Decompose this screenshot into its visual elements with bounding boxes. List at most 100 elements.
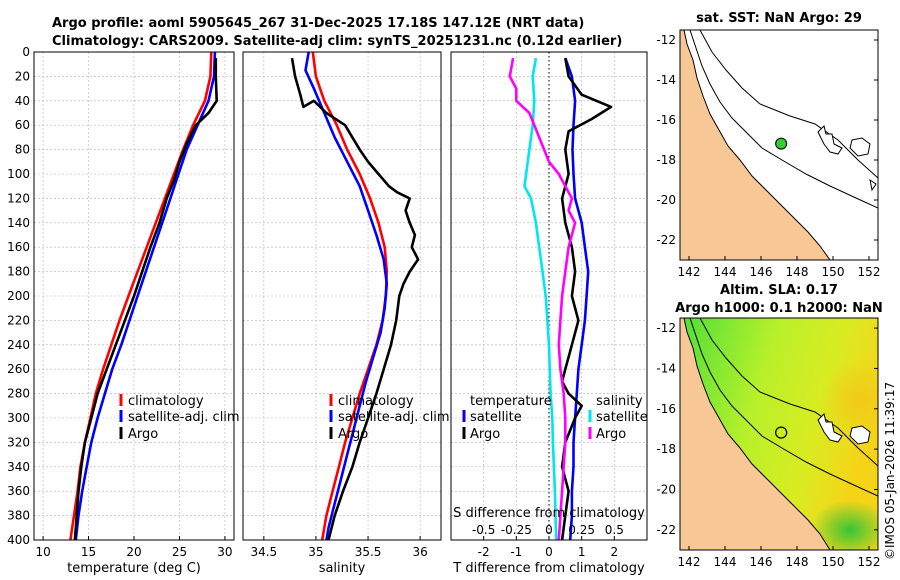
- depth-tick-label: 60: [15, 118, 30, 132]
- depth-tick-label: 360: [7, 484, 30, 498]
- s-difference-ticks: -0.5 -0.25 0 0.25 0.5: [472, 523, 624, 537]
- x-tick-label: 20: [126, 545, 141, 559]
- sst-map-contour-1: [689, 30, 878, 209]
- temperature-legend: climatology satellite-adj. clim Argo: [119, 394, 240, 442]
- map-x-tick-label: 144: [714, 555, 737, 569]
- sst-map-land: [680, 30, 831, 260]
- legend-t-satellite-label: satellite: [470, 410, 522, 425]
- sla-map-contour-1: [689, 318, 878, 497]
- series-argo: [290, 57, 420, 541]
- depth-tick-label: 340: [7, 460, 30, 474]
- sal-legend-argo-label: Argo: [338, 427, 368, 442]
- depth-tick-label: 0: [22, 45, 30, 59]
- legend-temperature-title: temperature: [470, 394, 552, 409]
- depth-tick-label: 120: [7, 191, 30, 205]
- x-tick-label: 1: [578, 545, 586, 559]
- salinity-xlabel: salinity: [319, 561, 366, 576]
- x-tick-label: 35.5: [355, 545, 382, 559]
- salinity-xticks: 34.5 35 35.5 36: [250, 536, 428, 559]
- sla-map-reefs: [817, 413, 871, 445]
- depth-tick-label: 20: [15, 69, 30, 83]
- sla-map: Altim. SLA: 0.17 Argo h1000: 0.1 h2000: …: [656, 283, 883, 569]
- sla-map-contour-2: [699, 318, 878, 467]
- map-y-tick-label: -20: [656, 482, 676, 496]
- map-y-tick-label: -14: [656, 73, 676, 87]
- legend-t-argo-label: Argo: [470, 427, 500, 442]
- series-salinity-argo: [508, 57, 577, 541]
- map-y-tick-label: -18: [656, 153, 676, 167]
- s-diff-tick-label: -0.5: [472, 523, 495, 537]
- series-satellite-adj-clim: [74, 51, 217, 541]
- legend-s-argo-label: Argo: [596, 427, 626, 442]
- depth-tick-label: 140: [7, 216, 30, 230]
- depth-tick-label: 40: [15, 94, 30, 108]
- depth-tick-label: 320: [7, 435, 30, 449]
- depth-tick-label: 300: [7, 411, 30, 425]
- legend-climatology-label: climatology: [128, 394, 204, 409]
- sst-argo-marker: [775, 137, 788, 150]
- sla-map-land: [680, 318, 831, 550]
- s-diff-tick-label: 0: [545, 523, 553, 537]
- x-tick-label: 36: [413, 545, 428, 559]
- map-x-tick-label: 148: [786, 555, 809, 569]
- x-tick-label: 10: [35, 545, 50, 559]
- x-tick-label: 2: [611, 545, 619, 559]
- depth-tick-label: 80: [15, 143, 30, 157]
- depth-tick-label: 100: [7, 167, 30, 181]
- sst-map-yticks: -12 -14 -16 -18 -20 -22: [656, 33, 878, 247]
- series-satellite-adj-clim: [304, 51, 389, 541]
- difference-legend-temperature: temperature satellite Argo: [462, 394, 552, 442]
- map-x-tick-label: 150: [822, 265, 845, 279]
- sst-map: sat. SST: NaN Argo: 29 142 144 146 148 150 15…: [656, 11, 880, 279]
- sst-map-contour-2: [699, 30, 878, 179]
- map-y-tick-label: -16: [656, 402, 676, 416]
- depth-yticks: 0 20 40 60 80 100 120 140 160 180 200 220 240 260 280 3…: [7, 45, 30, 547]
- depth-tick-label: 220: [7, 313, 30, 327]
- sla-high-anomaly: [820, 360, 878, 440]
- sst-map-reefs: [817, 125, 877, 192]
- legend-s-satellite-label: satellite: [596, 410, 648, 425]
- depth-tick-label: 160: [7, 240, 30, 254]
- figure-title-line2: Climatology: CARS2009. Satellite-adj cli…: [52, 34, 622, 49]
- temperature-panel: 10 15 20 25 30 0 20 40 60 80 100 120 140 160 180 200 22…: [7, 45, 240, 576]
- legend-salinity-title: salinity: [596, 394, 643, 409]
- sla-map-title-line2: Argo h1000: 0.1 h2000: NaN: [675, 301, 883, 316]
- series-temperature-satellite: [564, 57, 590, 541]
- legend-satellite-label: satellite-adj. clim: [128, 410, 240, 425]
- map-y-tick-label: -12: [656, 33, 676, 47]
- s-difference-label: S difference from climatology: [453, 506, 645, 521]
- sla-map-frame: [679, 317, 879, 551]
- depth-tick-label: 200: [7, 289, 30, 303]
- sal-legend-climatology-label: climatology: [338, 394, 414, 409]
- x-tick-label: -2: [478, 545, 490, 559]
- depth-tick-label: 240: [7, 338, 30, 352]
- map-x-tick-label: 142: [678, 265, 701, 279]
- map-y-tick-label: -22: [656, 233, 676, 247]
- map-x-tick-label: 142: [678, 555, 701, 569]
- map-y-tick-label: -18: [656, 442, 676, 456]
- sla-map-title-line1: Altim. SLA: 0.17: [720, 283, 838, 298]
- temperature-lines: [69, 51, 218, 541]
- map-y-tick-label: -14: [656, 361, 676, 375]
- x-tick-label: 30: [217, 545, 232, 559]
- map-y-tick-label: -22: [656, 523, 676, 537]
- map-y-tick-label: -16: [656, 113, 676, 127]
- depth-tick-label: 380: [7, 509, 30, 523]
- map-y-tick-label: -20: [656, 193, 676, 207]
- x-tick-label: 0: [545, 545, 553, 559]
- difference-lines: [508, 57, 613, 541]
- map-x-tick-label: 146: [750, 555, 773, 569]
- imos-credit: ©IMOS 05-Jan-2026 11:39:17: [883, 382, 897, 560]
- salinity-panel: 34.5 35 35.5 36 salinity climatology satell…: [242, 51, 450, 576]
- salinity-lines: [290, 51, 420, 541]
- x-tick-label: 15: [81, 545, 96, 559]
- sal-legend-satellite-label: satellite-adj. clim: [338, 410, 450, 425]
- sla-map-yticks: -12 -14 -16 -18 -20 -22: [656, 321, 878, 537]
- sst-map-frame: [679, 29, 879, 261]
- depth-tick-label: 280: [7, 387, 30, 401]
- map-y-tick-label: -12: [656, 321, 676, 335]
- depth-tick-label: 180: [7, 265, 30, 279]
- map-x-tick-label: 146: [750, 265, 773, 279]
- difference-xticks: -2 -1 0 1 2: [478, 536, 618, 559]
